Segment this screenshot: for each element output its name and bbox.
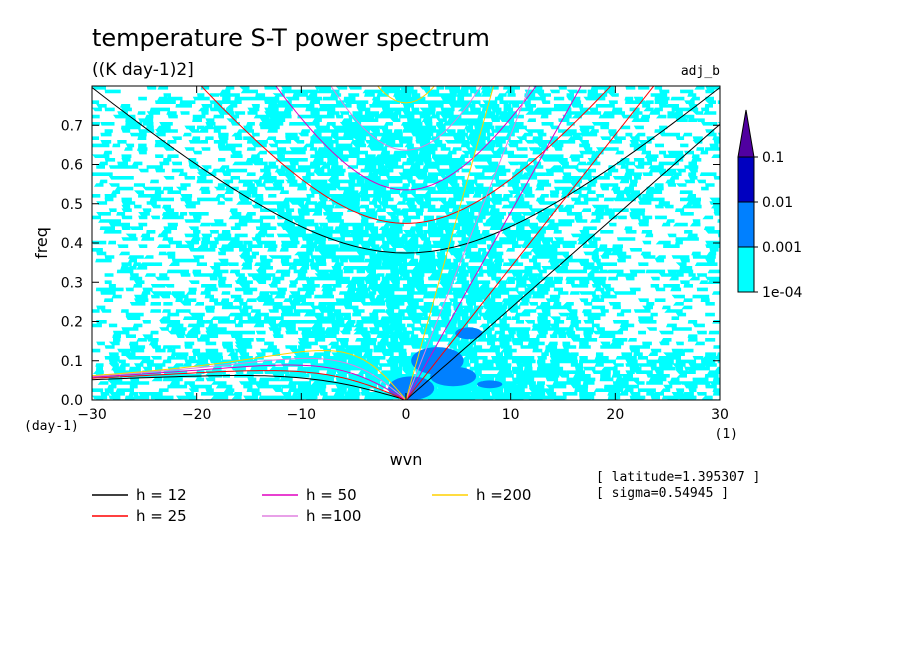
colorbar-segment: [737, 201, 755, 248]
colorbar-extension: [737, 109, 755, 158]
x-tick-label: 10: [502, 407, 520, 423]
y-axis-label: freq: [32, 227, 51, 259]
y-tick-label: 0.7: [61, 118, 83, 134]
chart-units: ((K day-1)2]: [92, 60, 194, 80]
rossby-curve: [92, 364, 407, 400]
y-axis: 0.0 0.1 0.2 0.3 0.4 0.5 0.6 0.7: [61, 118, 720, 409]
x-axis-label: wvn: [390, 450, 423, 469]
colorbar-label: 0.01: [762, 195, 793, 211]
x-tick-label: 20: [606, 407, 624, 423]
power-level-0.001: [430, 366, 477, 387]
y-tick-label: 0.1: [61, 354, 83, 370]
legend-label: h = 12: [136, 486, 187, 504]
y-tick-label: 0.6: [61, 158, 83, 174]
chart-title: temperature S-T power spectrum: [92, 24, 490, 52]
power-level-0.001: [477, 380, 503, 389]
run-label: adj_b: [681, 64, 720, 79]
kelvin-curve: [405, 86, 531, 400]
legend-label: h = 50: [306, 486, 357, 504]
colorbar-segment: [737, 246, 755, 293]
legend-label: h =100: [306, 507, 361, 525]
y-tick-label: 0.2: [61, 315, 83, 331]
inertia-gravity-curve: [92, 87, 720, 254]
dispersion-curves: [92, 86, 720, 400]
x-tick-label: −20: [182, 407, 212, 423]
inertia-gravity-curve: [377, 86, 435, 104]
y-tick-label: 0.3: [61, 275, 83, 291]
kelvin-curve: [405, 86, 495, 400]
x-tick-label: −10: [287, 407, 317, 423]
y-tick-label: 0.0: [61, 393, 83, 409]
latitude-note: [ latitude=1.395307 ]: [596, 470, 760, 485]
colorbar-label: 1e-04: [762, 285, 802, 301]
y-tick-label: 0.4: [61, 236, 83, 252]
rossby-curve: [92, 357, 407, 400]
colorbar-label: 0.1: [762, 150, 784, 166]
kelvin-curve: [405, 86, 582, 400]
rossby-curve: [92, 349, 407, 400]
kelvin-curve: [405, 86, 655, 400]
x-tick-label: 0: [402, 407, 411, 423]
colorbar: 1e-04 0.001 0.01 0.1: [737, 109, 802, 301]
inertia-gravity-curve: [275, 86, 537, 191]
rossby-curve: [92, 375, 407, 400]
kelvin-curve: [405, 123, 720, 400]
inertia-gravity-curve: [330, 86, 482, 151]
x-tick-label: −30: [77, 407, 107, 423]
legend-label: h =200: [476, 486, 531, 504]
x-unit: (1): [715, 427, 738, 442]
y-tick-label: 0.5: [61, 197, 83, 213]
x-axis: −30 −20 −10 0 10 20 30: [77, 86, 729, 423]
x-tick-label: 30: [711, 407, 729, 423]
power-field: [92, 86, 720, 400]
rossby-curve: [92, 370, 407, 400]
inertia-gravity-curve: [200, 86, 612, 224]
curve-legend: h = 12 h = 25 h = 50 h =100 h =200: [92, 486, 531, 525]
colorbar-segment: [737, 156, 755, 203]
power-level-1e-04: [92, 86, 720, 400]
legend-label: h = 25: [136, 507, 187, 525]
sigma-note: [ sigma=0.54945 ]: [596, 486, 729, 501]
y-unit: (day-1): [24, 419, 79, 434]
power-level-0.001: [455, 327, 483, 340]
colorbar-label: 0.001: [762, 240, 802, 256]
